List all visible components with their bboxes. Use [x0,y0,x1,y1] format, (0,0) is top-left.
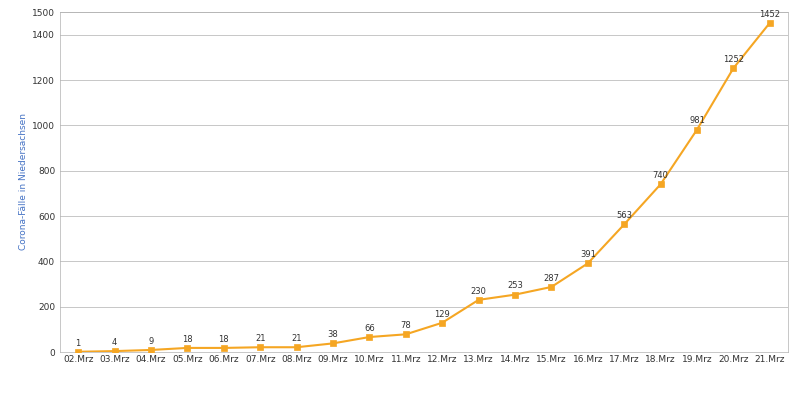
Text: 287: 287 [543,274,559,283]
Text: 66: 66 [364,324,374,333]
Text: 38: 38 [328,330,338,339]
Text: 21: 21 [291,334,302,343]
Y-axis label: Corona-Fälle in Niedersachsen: Corona-Fälle in Niedersachsen [19,114,28,250]
Text: 18: 18 [218,335,229,344]
Text: 981: 981 [689,116,705,126]
Text: 391: 391 [580,250,596,259]
Text: 9: 9 [148,337,154,346]
Text: 21: 21 [255,334,266,343]
Text: 253: 253 [507,282,523,290]
Text: 740: 740 [653,171,669,180]
Text: 1252: 1252 [723,55,744,64]
Text: 230: 230 [470,287,486,296]
Text: 563: 563 [616,211,632,220]
Text: 4: 4 [112,338,118,347]
Text: 78: 78 [401,321,411,330]
Text: 1452: 1452 [759,10,780,19]
Text: 129: 129 [434,310,450,318]
Text: 18: 18 [182,335,193,344]
Text: 1: 1 [75,339,81,348]
